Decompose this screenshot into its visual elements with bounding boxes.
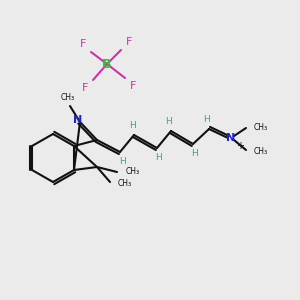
- Text: H: H: [192, 148, 198, 158]
- Text: H: H: [166, 118, 172, 127]
- Text: F: F: [130, 81, 136, 91]
- Text: H: H: [204, 116, 210, 124]
- Text: B: B: [102, 58, 112, 70]
- Text: N: N: [74, 115, 82, 125]
- Text: N: N: [226, 133, 236, 143]
- Text: H: H: [118, 157, 125, 166]
- Text: F: F: [80, 39, 86, 49]
- Text: CH₃: CH₃: [61, 94, 75, 103]
- Text: H: H: [129, 122, 135, 130]
- Text: CH₃: CH₃: [254, 122, 268, 131]
- Text: H: H: [156, 152, 162, 161]
- Text: CH₃: CH₃: [126, 167, 140, 176]
- Text: CH₃: CH₃: [118, 179, 132, 188]
- Text: F: F: [126, 37, 132, 47]
- Text: +: +: [236, 141, 244, 151]
- Text: CH₃: CH₃: [254, 146, 268, 155]
- Text: F: F: [82, 83, 88, 93]
